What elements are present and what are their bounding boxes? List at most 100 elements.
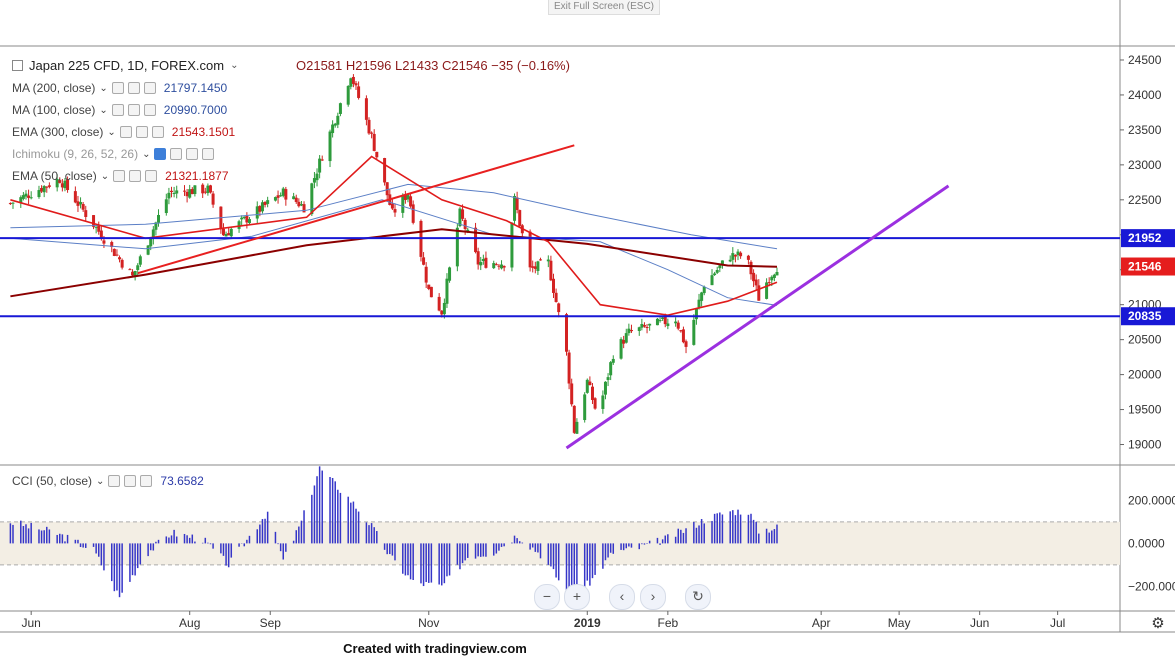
candle-body — [564, 314, 568, 352]
scroll-left-button[interactable]: ‹ — [609, 584, 635, 610]
zoom-in-button[interactable]: + — [564, 584, 590, 610]
candle-body — [294, 197, 298, 202]
cci-label[interactable]: CCI (50, close) — [12, 474, 93, 488]
candle-body — [58, 180, 62, 183]
candle-body — [338, 103, 342, 114]
zoom-out-button[interactable]: − — [534, 584, 560, 610]
candle-body — [99, 230, 103, 239]
candle-body — [406, 194, 410, 200]
eye-icon[interactable] — [113, 170, 126, 182]
chevron-down-icon[interactable]: ⌄ — [107, 126, 116, 138]
candle-body — [206, 185, 210, 194]
close-icon[interactable] — [145, 170, 158, 182]
legend-ma200: MA (200, close) ⌄ 21797.1450 — [12, 81, 227, 95]
close-icon[interactable] — [143, 82, 156, 94]
candle-body — [619, 339, 623, 359]
chevron-down-icon[interactable]: ⌄ — [96, 475, 105, 487]
lock-icon[interactable] — [202, 148, 215, 160]
legend-value: 20990.7000 — [163, 103, 228, 117]
candle-body — [424, 266, 428, 283]
candle-body — [515, 197, 519, 210]
close-icon[interactable] — [151, 126, 164, 138]
legend-label[interactable]: MA (200, close) — [12, 81, 96, 95]
collapse-icon[interactable] — [12, 60, 23, 71]
candle-body — [266, 200, 270, 204]
legend-ma100: MA (100, close) ⌄ 20990.7000 — [12, 103, 227, 117]
candle-body — [128, 269, 132, 271]
candle-body — [336, 115, 340, 125]
candle-body — [60, 183, 64, 188]
candle-body — [648, 323, 652, 326]
candle-body — [437, 296, 441, 311]
candle-body — [45, 186, 49, 188]
eye-icon[interactable] — [111, 104, 124, 116]
eye-icon[interactable] — [111, 82, 124, 94]
candle-body — [133, 270, 137, 276]
candle-body — [24, 193, 28, 197]
y-tick-label: 19000 — [1128, 438, 1162, 452]
legend-label[interactable]: EMA (50, close) — [12, 169, 97, 183]
gear-icon[interactable] — [129, 170, 142, 182]
gear-icon[interactable] — [127, 82, 140, 94]
symbol-name[interactable]: Japan 225 CFD, 1D, FOREX.com — [29, 58, 225, 73]
gear-icon[interactable] — [135, 126, 148, 138]
candle-body — [276, 195, 280, 198]
candle-body — [448, 267, 452, 281]
candle-body — [84, 210, 88, 217]
legend-label[interactable]: EMA (300, close) — [12, 125, 104, 139]
scroll-right-button[interactable]: › — [640, 584, 666, 610]
gear-icon[interactable] — [127, 104, 140, 116]
chevron-down-icon[interactable]: ⌄ — [100, 170, 110, 182]
eye-icon[interactable] — [119, 126, 132, 138]
candle-body — [606, 377, 610, 380]
candle-body — [601, 395, 605, 409]
chevron-down-icon[interactable]: ⌄ — [230, 60, 239, 71]
eye-icon[interactable] — [154, 148, 167, 160]
candle-body — [518, 210, 522, 226]
candle-body — [63, 180, 67, 189]
candle-body — [375, 151, 379, 158]
candle-body — [102, 240, 106, 244]
close-icon[interactable] — [186, 148, 199, 160]
close-icon[interactable] — [143, 104, 156, 116]
candle-body — [390, 203, 394, 209]
candle-body — [590, 386, 594, 400]
chevron-down-icon[interactable]: ⌄ — [99, 104, 108, 116]
chevron-down-icon[interactable]: ⌄ — [99, 82, 108, 94]
candle-body — [411, 204, 415, 223]
candle-body — [445, 278, 449, 304]
eye-icon[interactable] — [108, 475, 121, 487]
candle-body — [157, 214, 161, 223]
level-price-tag — [1121, 307, 1175, 326]
reset-chart-button[interactable]: ↻ — [685, 584, 711, 610]
legend-label[interactable]: Ichimoku (9, 26, 52, 26) — [12, 147, 139, 161]
candle-body — [539, 259, 543, 261]
candle-body — [29, 197, 33, 199]
candle-body — [227, 233, 231, 236]
candle-body — [715, 269, 719, 273]
candle-body — [510, 222, 514, 268]
candle-body — [409, 196, 413, 207]
candle-body — [533, 266, 537, 269]
candle-body — [700, 292, 704, 301]
candle-body — [702, 286, 706, 294]
candle-body — [629, 329, 633, 332]
candle-body — [170, 190, 174, 193]
candle-body — [263, 201, 267, 205]
candle-body — [611, 358, 615, 363]
settings-gear-icon[interactable]: ⚙ — [1151, 614, 1164, 632]
ema300-line — [10, 228, 778, 298]
candle-body — [479, 262, 483, 266]
exit-fullscreen-button[interactable]: Exit Full Screen (ESC) — [548, 0, 660, 15]
candle-body — [713, 273, 717, 275]
gear-icon[interactable] — [124, 475, 137, 487]
candle-body — [112, 248, 116, 256]
legend-label[interactable]: MA (100, close) — [12, 103, 96, 117]
gear-icon[interactable] — [170, 148, 183, 160]
x-tick-label: Nov — [418, 616, 439, 630]
chevron-down-icon[interactable]: ⌄ — [142, 148, 151, 160]
candle-body — [658, 320, 662, 322]
close-icon[interactable] — [140, 475, 153, 487]
candle-body — [247, 219, 251, 224]
